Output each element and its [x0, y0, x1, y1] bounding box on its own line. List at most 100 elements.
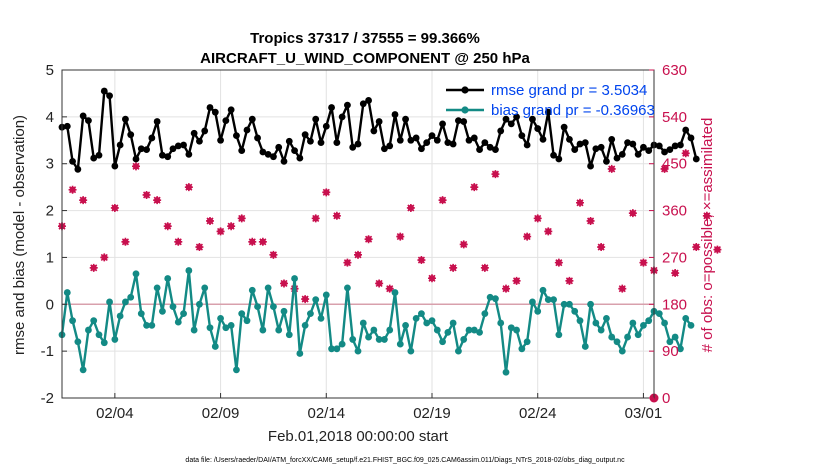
rmse-point-35	[243, 126, 251, 134]
bias-point-55	[349, 336, 357, 343]
rmse-point-24	[185, 150, 193, 158]
bias-point-82	[492, 295, 499, 303]
bias-point-58	[365, 333, 372, 341]
rmse-point-63	[391, 111, 399, 118]
obs-assimilated-marker-31	[385, 284, 394, 293]
bias-point-108	[629, 319, 637, 327]
obs-assimilated-marker-35	[428, 274, 436, 283]
bias-point-106	[618, 347, 626, 355]
rmse-point-116	[671, 142, 679, 150]
bias-point-80	[481, 310, 489, 318]
rmse-point-73	[444, 139, 452, 147]
obs-assimilated-marker-25	[322, 188, 331, 197]
obs-assimilated-marker-20	[269, 250, 278, 259]
y2-tick-label-4: 360	[662, 203, 687, 220]
rmse-point-76	[460, 118, 468, 125]
obs-assimilated-marker-3	[89, 263, 98, 272]
rmse-point-87	[518, 132, 526, 140]
bias-point-64	[396, 340, 404, 348]
rmse-point-92	[544, 108, 552, 116]
bias-point-96	[566, 300, 573, 308]
bias-point-111	[645, 317, 653, 325]
bias-point-19	[159, 307, 166, 315]
rmse-point-39	[264, 150, 272, 158]
bias-point-59	[370, 326, 378, 334]
bias-point-105	[613, 338, 621, 346]
bias-point-78	[470, 326, 478, 334]
rmse-point-81	[486, 143, 494, 151]
bias-point-28	[206, 324, 214, 332]
bias-point-91	[539, 286, 547, 294]
bias-point-119	[687, 321, 695, 329]
legend-rmse-label: rmse grand pr = 3.5034	[491, 82, 647, 99]
obs-assimilated-marker-48	[565, 276, 574, 285]
obs-assimilated-marker-15	[216, 227, 225, 236]
y2-tick-label-5: 450	[662, 156, 687, 173]
rmse-point-80	[481, 139, 489, 147]
obs-assimilated-marker-41	[491, 170, 500, 179]
rmse-point-66	[407, 136, 415, 144]
bias-point-79	[476, 329, 483, 336]
rmse-point-43	[285, 137, 293, 145]
obs-assimilated-marker-52	[607, 164, 616, 173]
axis-ticks: 02/04 02/09 02/14 02/19 02/24 03/01-2-1012345…	[41, 62, 687, 422]
bias-point-57	[359, 319, 367, 327]
rmse-point-53	[338, 113, 346, 121]
bias-point-50	[322, 291, 330, 299]
bias-point-88	[523, 338, 531, 346]
y2-axis-label: # of obs: o=possible; ×=assimilated	[699, 118, 716, 353]
bias-point-52	[333, 345, 341, 353]
bias-point-3	[74, 338, 82, 346]
obs-assimilated-marker-26	[332, 211, 341, 220]
obs-assimilated-marker-43	[512, 276, 521, 285]
bias-point-107	[624, 333, 631, 341]
obs-assimilated-marker-8	[142, 190, 151, 199]
bias-point-60	[375, 336, 383, 343]
rmse-point-28	[206, 104, 214, 111]
obs-assimilated-marker-58	[671, 269, 680, 278]
bias-point-97	[571, 307, 579, 315]
bias-point-99	[581, 343, 589, 350]
rmse-point-117	[677, 141, 684, 149]
bias-point-23	[180, 310, 187, 318]
bias-point-29	[211, 343, 219, 350]
rmse-point-10	[111, 162, 119, 170]
bias-point-40	[270, 303, 277, 311]
x-axis-label: Feb.01,2018 00:00:00 start	[268, 428, 449, 445]
bias-point-85	[507, 324, 515, 332]
chart-subtitle: AIRCRAFT_U_WIND_COMPONENT @ 250 hPa	[200, 50, 530, 67]
bias-point-44	[291, 275, 298, 282]
rmse-point-14	[132, 155, 140, 163]
rmse-point-58	[365, 97, 372, 104]
rmse-point-1	[63, 122, 71, 130]
obs-assimilated-marker-51	[597, 243, 606, 252]
rmse-point-3	[74, 165, 82, 173]
rmse-point-29	[211, 108, 219, 116]
bias-point-53	[338, 340, 346, 348]
bias-point-11	[116, 312, 124, 320]
bias-point-48	[312, 296, 320, 303]
bias-point-45	[296, 350, 304, 357]
rmse-point-105	[613, 154, 621, 162]
rmse-point-60	[375, 118, 383, 125]
x-tick-label-5: 03/01	[625, 405, 663, 422]
obs-assimilated-marker-9	[153, 196, 162, 205]
bias-point-31	[222, 324, 230, 332]
rmse-point-104	[608, 135, 616, 143]
bias-point-7	[95, 331, 103, 339]
obs-assimilated-marker-14	[206, 216, 214, 225]
rmse-point-97	[571, 146, 579, 154]
rmse-point-19	[159, 151, 166, 159]
obs-assimilated-marker-23	[301, 295, 310, 304]
y-tick-label-4: 2	[46, 203, 54, 220]
bias-point-113	[655, 310, 663, 318]
y-tick-label-5: 3	[46, 156, 54, 173]
obs-assimilated-marker-10	[163, 222, 172, 231]
obs-assimilated-marker-39	[470, 183, 479, 192]
rmse-point-90	[534, 125, 542, 132]
y-tick-label-3: 1	[46, 249, 54, 266]
rmse-point-85	[507, 120, 515, 128]
obs-assimilated-marker-60	[692, 243, 701, 252]
rmse-point-11	[116, 141, 124, 149]
